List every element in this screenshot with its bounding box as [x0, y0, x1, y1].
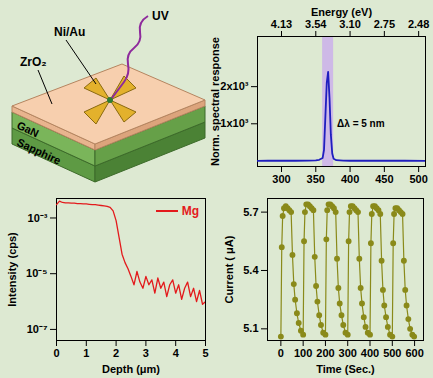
svg-text:0: 0 — [278, 347, 284, 359]
svg-text:600: 600 — [405, 347, 423, 359]
svg-text:4: 4 — [173, 347, 180, 359]
svg-text:300: 300 — [272, 173, 290, 185]
svg-text:4.13: 4.13 — [271, 18, 292, 30]
svg-text:Current ( μA): Current ( μA) — [223, 235, 235, 303]
svg-text:3.54: 3.54 — [305, 18, 327, 30]
svg-text:2: 2 — [113, 347, 119, 359]
svg-text:GaN: GaN — [15, 118, 41, 140]
svg-text:300: 300 — [339, 347, 357, 359]
svg-text:5: 5 — [202, 347, 208, 359]
svg-text:Sapphire: Sapphire — [15, 136, 63, 167]
svg-text:500: 500 — [383, 347, 401, 359]
svg-text:350: 350 — [307, 173, 325, 185]
svg-text:Energy (eV): Energy (eV) — [311, 6, 372, 18]
svg-text:400: 400 — [341, 173, 359, 185]
svg-text:ZrO₂: ZrO₂ — [20, 55, 47, 69]
svg-text:Norm. spectral response: Norm. spectral response — [209, 37, 221, 166]
svg-text:0: 0 — [53, 347, 59, 359]
svg-text:Ni/Au: Ni/Au — [54, 25, 85, 39]
html-text:Mg: Mg — [181, 204, 199, 218]
svg-text:5.1: 5.1 — [243, 322, 258, 334]
svg-text:450: 450 — [375, 173, 393, 185]
svg-text:200: 200 — [316, 347, 334, 359]
svg-text:2x10³: 2x10³ — [220, 80, 248, 92]
svg-text:2.75: 2.75 — [374, 18, 395, 30]
svg-text:2.48: 2.48 — [408, 18, 429, 30]
svg-text:5.4: 5.4 — [243, 264, 259, 276]
svg-text:10⁻⁵: 10⁻⁵ — [26, 267, 47, 279]
svg-text:Intensity (cps): Intensity (cps) — [6, 232, 18, 307]
svg-text:500: 500 — [409, 173, 427, 185]
svg-text:5.7: 5.7 — [243, 206, 258, 218]
html-text:Δλ = 5 nm: Δλ = 5 nm — [337, 118, 385, 129]
svg-text:3: 3 — [143, 347, 149, 359]
svg-text:400: 400 — [361, 347, 379, 359]
svg-text:UV: UV — [152, 9, 169, 23]
svg-text:10⁻³: 10⁻³ — [28, 211, 48, 223]
svg-text:Time (Sec.): Time (Sec.) — [316, 363, 375, 375]
svg-text:100: 100 — [294, 347, 312, 359]
svg-text:1: 1 — [83, 347, 89, 359]
svg-text:1x10³: 1x10³ — [220, 117, 248, 129]
svg-text:Depth (μm): Depth (μm) — [102, 363, 160, 375]
svg-text:10⁻⁷: 10⁻⁷ — [27, 323, 48, 335]
svg-text:3.10: 3.10 — [339, 18, 360, 30]
